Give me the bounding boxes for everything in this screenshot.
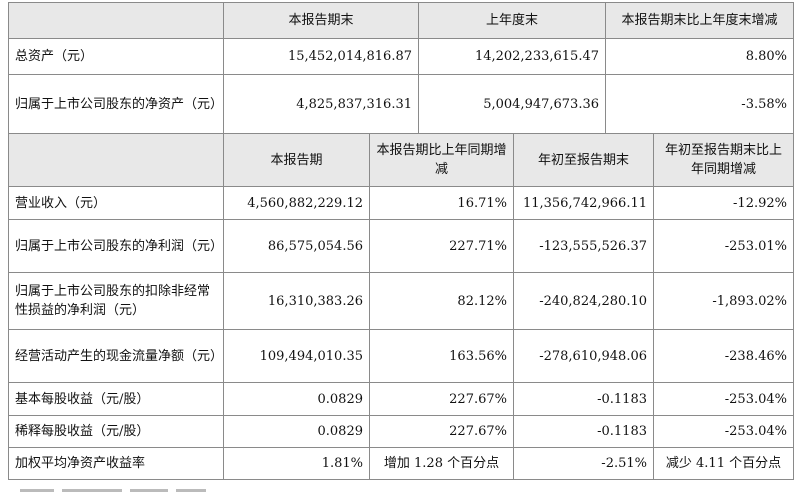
cell-value: -123,555,526.37 [513, 219, 654, 273]
cell-value: 15,452,014,816.87 [223, 38, 419, 75]
table-row: 归属于上市公司股东的净资产（元） 4,825,837,316.31 5,004,… [8, 74, 794, 134]
cell-value: 减少 4.11 个百分点 [653, 447, 794, 480]
cell-value: 8.80% [605, 38, 794, 75]
cell-value: 1.81% [223, 447, 370, 480]
cell-value: 增加 1.28 个百分点 [369, 447, 514, 480]
top-header-row: 本报告期末 上年度末 本报告期末比上年度末增减 [8, 2, 794, 39]
cell-value: -240,824,280.10 [513, 272, 654, 330]
cell-value: 16.71% [369, 186, 514, 220]
cell-value: -253.01% [653, 219, 794, 273]
row-label: 归属于上市公司股东的净利润（元） [8, 219, 224, 273]
cell-value: -12.92% [653, 186, 794, 220]
table-row: 稀释每股收益（元/股） 0.0829 227.67% -0.1183 -253.… [8, 415, 794, 448]
top-financial-table: 本报告期末 上年度末 本报告期末比上年度末增减 总资产（元） 15,452,01… [8, 2, 794, 134]
cell-value: 0.0829 [223, 415, 370, 448]
cell-value: 86,575,054.56 [223, 219, 370, 273]
cell-value: 227.67% [369, 382, 514, 416]
clipped-footer-text [20, 489, 240, 495]
bottom-header-row: 本报告期 本报告期比上年同期增减 年初至报告期末 年初至报告期末比上年同期增减 [8, 133, 794, 187]
cell-value: 163.56% [369, 329, 514, 383]
row-label: 归属于上市公司股东的净资产（元） [8, 74, 224, 134]
bottom-header-period-yoy-change: 本报告期比上年同期增减 [369, 133, 514, 187]
cell-value: -1,893.02% [653, 272, 794, 330]
cell-value: -0.1183 [513, 415, 654, 448]
cell-value: 0.0829 [223, 382, 370, 416]
cell-value: 82.12% [369, 272, 514, 330]
table-row: 总资产（元） 15,452,014,816.87 14,202,233,615.… [8, 38, 794, 75]
cell-value: -253.04% [653, 382, 794, 416]
cell-value: 5,004,947,673.36 [418, 74, 606, 134]
cell-value: 227.71% [369, 219, 514, 273]
cell-value: 14,202,233,615.47 [418, 38, 606, 75]
table-row: 经营活动产生的现金流量净额（元） 109,494,010.35 163.56% … [8, 329, 794, 383]
cell-value: -0.1183 [513, 382, 654, 416]
table-row: 营业收入（元） 4,560,882,229.12 16.71% 11,356,7… [8, 186, 794, 220]
row-label: 归属于上市公司股东的扣除非经常性损益的净利润（元） [8, 272, 224, 330]
cell-value: -253.04% [653, 415, 794, 448]
top-header-blank [8, 2, 224, 39]
cell-value: 16,310,383.26 [223, 272, 370, 330]
row-label: 基本每股收益（元/股） [8, 382, 224, 416]
bottom-header-ytd-yoy-change: 年初至报告期末比上年同期增减 [653, 133, 794, 187]
table-row: 基本每股收益（元/股） 0.0829 227.67% -0.1183 -253.… [8, 382, 794, 416]
cell-value: -278,610,948.06 [513, 329, 654, 383]
cell-value: 11,356,742,966.11 [513, 186, 654, 220]
row-label: 稀释每股收益（元/股） [8, 415, 224, 448]
cell-value: -2.51% [513, 447, 654, 480]
cell-value: -3.58% [605, 74, 794, 134]
row-label: 营业收入（元） [8, 186, 224, 220]
bottom-header-current-period: 本报告期 [223, 133, 370, 187]
cell-value: 4,560,882,229.12 [223, 186, 370, 220]
cell-value: 227.67% [369, 415, 514, 448]
cell-value: 4,825,837,316.31 [223, 74, 419, 134]
row-label: 加权平均净资产收益率 [8, 447, 224, 480]
cell-value: -238.46% [653, 329, 794, 383]
bottom-header-year-to-date: 年初至报告期末 [513, 133, 654, 187]
table-row: 归属于上市公司股东的净利润（元） 86,575,054.56 227.71% -… [8, 219, 794, 273]
table-row: 归属于上市公司股东的扣除非经常性损益的净利润（元） 16,310,383.26 … [8, 272, 794, 330]
top-header-change: 本报告期末比上年度末增减 [605, 2, 794, 39]
bottom-financial-table: 本报告期 本报告期比上年同期增减 年初至报告期末 年初至报告期末比上年同期增减 … [8, 133, 794, 480]
row-label: 总资产（元） [8, 38, 224, 75]
cell-value: 109,494,010.35 [223, 329, 370, 383]
table-row: 加权平均净资产收益率 1.81% 增加 1.28 个百分点 -2.51% 减少 … [8, 447, 794, 480]
top-header-period-end: 本报告期末 [223, 2, 419, 39]
bottom-header-blank [8, 133, 224, 187]
top-header-prior-year-end: 上年度末 [418, 2, 606, 39]
row-label: 经营活动产生的现金流量净额（元） [8, 329, 224, 383]
